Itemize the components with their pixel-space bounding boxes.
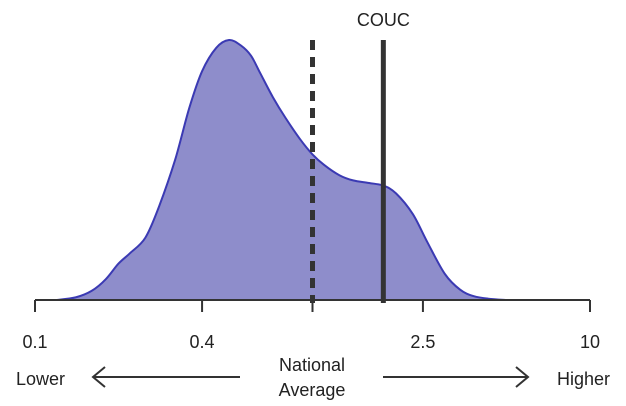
x-tick-label: 0.1: [22, 332, 47, 352]
arrow-head: [91, 366, 106, 388]
left-arrow: [91, 366, 240, 388]
x-axis-ticks: 0.1 0.4 2.5 10: [22, 300, 600, 352]
x-tick-label: 0.4: [190, 332, 215, 352]
lower-label: Lower: [16, 369, 65, 389]
x-tick-label: 10: [580, 332, 600, 352]
average-label: Average: [279, 380, 346, 400]
density-area: [56, 38, 507, 301]
arrow-head: [515, 366, 530, 388]
higher-label: Higher: [557, 369, 610, 389]
x-tick-label: 2.5: [410, 332, 435, 352]
right-arrow: [383, 366, 530, 388]
national-label: National: [279, 355, 345, 375]
couc-label: COUC: [357, 10, 410, 30]
